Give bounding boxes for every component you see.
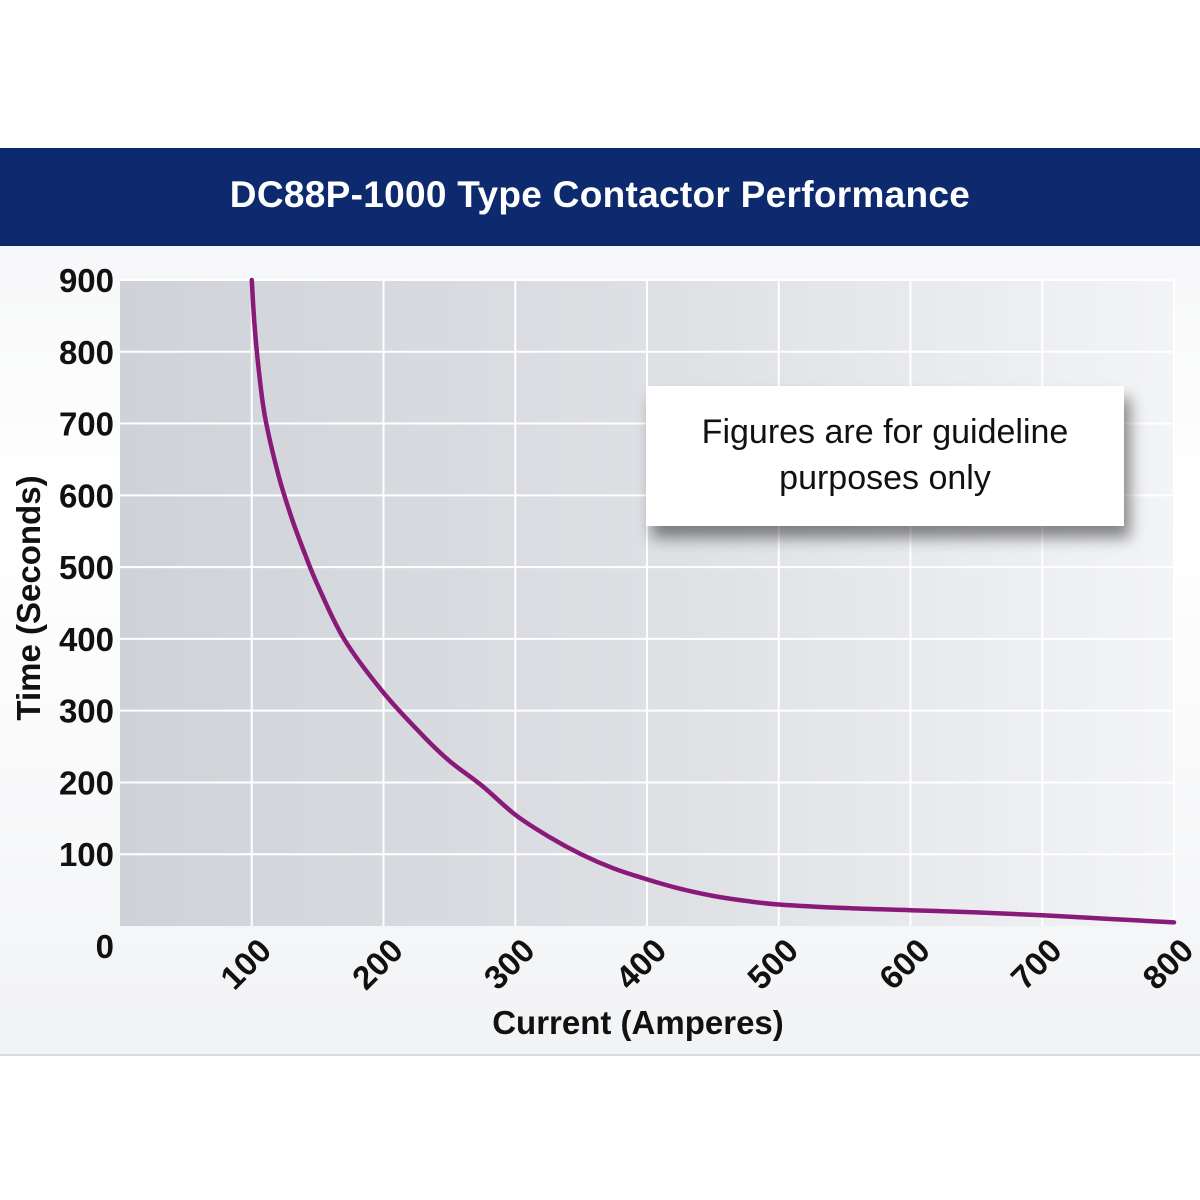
x-tick-label: 100	[213, 931, 278, 996]
annotation-text: Figures are for guideline purposes only	[701, 413, 1069, 497]
y-tick-label: 300	[59, 693, 114, 730]
chart-title: DC88P-1000 Type Contactor Performance	[229, 174, 971, 215]
x-tick-label: 400	[608, 931, 673, 996]
y-tick-label: 900	[59, 262, 114, 299]
x-tick-label: 700	[1004, 931, 1069, 996]
x-tick-label: 300	[477, 931, 542, 996]
x-tick-label: 600	[872, 931, 937, 996]
y-tick-label: 400	[59, 621, 114, 658]
series-line	[249, 277, 1177, 925]
x-tick-label: 200	[345, 931, 410, 996]
x-tick-label: 800	[1135, 931, 1200, 996]
y-tick-label: 100	[59, 836, 114, 873]
x-axis-ticks: 100 200 300 400 500 600 700 800	[213, 931, 1200, 996]
y-tick-label: 200	[59, 764, 114, 801]
title-bar: DC88P-1000 Type Contactor Performance	[0, 148, 1200, 246]
y-tick-label: 0	[96, 928, 114, 965]
series-layer	[249, 277, 1177, 925]
x-tick-label: 500	[740, 931, 805, 996]
y-axis-ticks: 0 100 200 300 400 500 600 700 800 900	[59, 262, 114, 965]
y-tick-label: 500	[59, 549, 114, 586]
x-axis-title: Current (Amperes)	[492, 1004, 784, 1041]
y-axis-title: Time (Seconds)	[10, 475, 47, 720]
y-tick-label: 600	[59, 477, 114, 514]
y-tick-label: 700	[59, 406, 114, 443]
annotation-box: Figures are for guideline purposes only	[646, 386, 1124, 526]
y-tick-label: 800	[59, 334, 114, 371]
